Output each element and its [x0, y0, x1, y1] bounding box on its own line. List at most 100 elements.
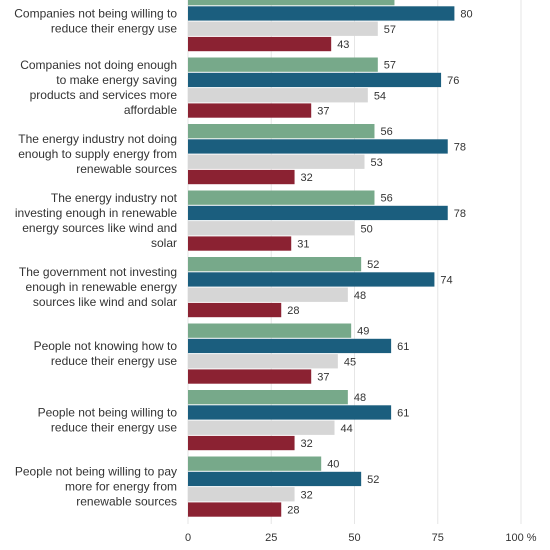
category-label-line: The government not investing — [19, 265, 177, 279]
bar — [188, 236, 292, 251]
value-label: 74 — [440, 274, 452, 286]
category-label-line: People not being willing to — [38, 406, 178, 420]
category-label: People not knowing how to reduce their en… — [34, 339, 178, 368]
category-label: People not being willing to reduce their … — [38, 406, 178, 435]
value-label: 45 — [344, 356, 356, 368]
bar — [188, 205, 448, 221]
category-label-line: affordable — [124, 103, 177, 117]
category-label: The government not investing enough in re… — [19, 265, 177, 309]
value-label: 50 — [361, 223, 373, 235]
category-label-line: Companies not being willing to — [14, 7, 177, 21]
category-label: The energy industry not investing enough … — [15, 191, 178, 250]
value-label: 56 — [380, 126, 392, 138]
category-label-line: more for energy from — [65, 480, 177, 494]
value-label: 54 — [374, 90, 386, 102]
bar — [188, 221, 355, 236]
category-label-line: sources like wind and solar — [33, 295, 177, 309]
value-label: 76 — [447, 75, 459, 87]
value-label: 44 — [341, 423, 353, 435]
bar — [188, 154, 365, 169]
value-label: 61 — [397, 407, 409, 419]
category-label-line: investing enough in renewable — [15, 206, 177, 220]
bar — [188, 323, 352, 338]
bar — [188, 435, 295, 451]
category-label-line: renewable sources — [76, 495, 177, 509]
bar — [188, 36, 332, 52]
value-label: 57 — [384, 24, 396, 36]
bar — [188, 57, 378, 72]
value-label: 52 — [367, 474, 379, 486]
x-tick-label: 0 — [185, 532, 191, 544]
category-label: Companies not doing enough to make energy… — [20, 58, 177, 117]
value-label: 48 — [354, 392, 366, 404]
value-label: 52 — [367, 259, 379, 271]
value-label: 31 — [297, 239, 309, 251]
value-label: 48 — [354, 290, 366, 302]
bar — [188, 21, 378, 36]
value-label: 78 — [454, 208, 466, 220]
bar — [188, 487, 295, 502]
bar — [188, 354, 338, 369]
bar — [188, 390, 348, 405]
bar — [188, 257, 362, 272]
value-label: 32 — [301, 438, 313, 450]
value-label: 28 — [287, 305, 299, 317]
category-label-line: The energy industry not — [51, 191, 178, 205]
category-label-line: People not being willing to pay — [15, 465, 177, 479]
category-label-line: People not knowing how to — [34, 339, 178, 353]
category-label: Companies not being willing to reduce the… — [14, 7, 177, 36]
bar — [188, 6, 455, 21]
bar — [188, 103, 312, 118]
category-label-line: solar — [151, 236, 177, 250]
value-label: 43 — [337, 39, 349, 51]
category-label-line: The energy industry not doing — [18, 132, 177, 146]
value-label: 32 — [301, 489, 313, 501]
bar — [188, 124, 375, 139]
category-label-line: to make energy saving — [56, 73, 177, 87]
bar — [188, 471, 362, 487]
value-label: 78 — [454, 141, 466, 153]
category-label-line: energy sources like wind and — [22, 221, 177, 235]
bar — [188, 420, 335, 435]
value-label: 49 — [357, 326, 369, 338]
x-tick-label: 100 % — [505, 532, 536, 544]
value-label: 37 — [317, 106, 329, 118]
bar — [188, 139, 448, 154]
x-tick-label: 50 — [348, 532, 360, 544]
value-label: 53 — [370, 157, 382, 169]
bar — [188, 456, 322, 471]
category-label-line: enough in renewable energy — [26, 280, 177, 294]
value-label: 80 — [460, 8, 472, 20]
bar — [188, 190, 375, 205]
category-label-line: Companies not doing enough — [20, 58, 177, 72]
bar — [188, 502, 282, 517]
value-label: 28 — [287, 505, 299, 517]
bar — [188, 369, 312, 384]
category-label-line: renewable sources — [76, 162, 177, 176]
category-label-line: reduce their energy use — [51, 354, 177, 368]
value-label: 61 — [397, 341, 409, 353]
value-label: 40 — [327, 459, 339, 471]
bar — [188, 72, 442, 88]
category-label-line: products and services more — [30, 88, 178, 102]
category-label-line: reduce their energy use — [51, 421, 177, 435]
category-label-line: enough to supply energy from — [18, 147, 177, 161]
x-tick-label: 75 — [432, 532, 444, 544]
bar — [188, 272, 435, 287]
bar — [188, 405, 392, 420]
value-label: 32 — [301, 172, 313, 184]
value-label: 37 — [317, 372, 329, 384]
bar — [188, 287, 348, 302]
category-label-line: reduce their energy use — [51, 22, 177, 36]
bar — [188, 88, 368, 103]
bar — [188, 302, 282, 318]
category-label: The energy industry not doing enough to s… — [18, 132, 177, 176]
x-tick-label: 25 — [265, 532, 277, 544]
value-label: 57 — [384, 60, 396, 72]
bar — [188, 169, 295, 185]
category-label: People not being willing to pay more for … — [15, 465, 177, 509]
value-label: 56 — [380, 193, 392, 205]
bar — [188, 0, 395, 6]
bar — [188, 338, 392, 354]
